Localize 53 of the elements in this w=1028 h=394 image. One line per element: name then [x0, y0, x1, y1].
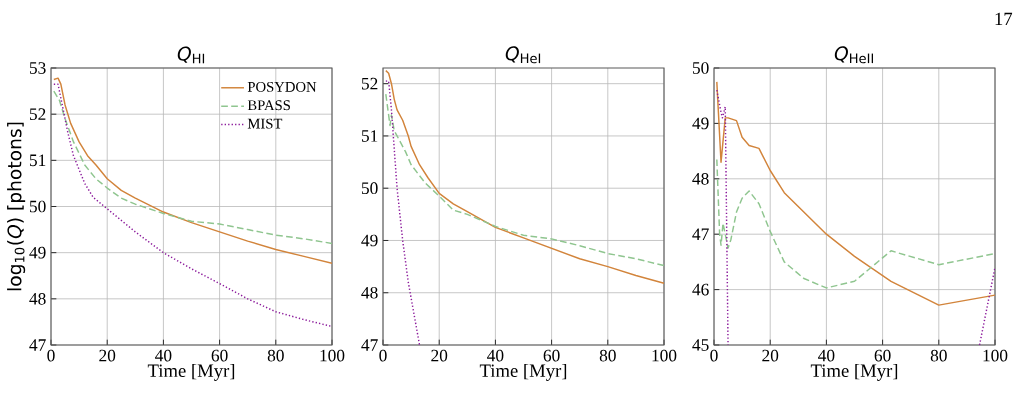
y-tick-label: 49	[29, 246, 46, 259]
chart-title: Q$_{HeI}$	[505, 46, 541, 64]
y-tick-label: 49	[361, 234, 378, 247]
x-axis-title: Time [Myr]	[810, 363, 898, 381]
line-series	[385, 93, 664, 267]
x-tick-label: 40	[818, 349, 835, 362]
y-tick-label: 46	[692, 283, 709, 296]
y-tick-label: 51	[29, 154, 46, 167]
y-tick-label: 49	[692, 117, 709, 130]
y-tick-label: 52	[361, 77, 378, 90]
x-tick-label: 100	[320, 349, 345, 362]
y-tick-label: 52	[29, 108, 46, 120]
line-series	[716, 81, 996, 306]
x-tick-label: 100	[652, 349, 677, 362]
x-tick-label: 40	[487, 349, 504, 362]
y-tick-label: 47	[29, 339, 46, 351]
x-tick-label: 60	[543, 349, 560, 362]
x-tick-label: 20	[762, 349, 779, 362]
line-series	[716, 158, 996, 289]
x-axis-title: Time [Myr]	[147, 363, 235, 381]
x-tick-label: 100	[983, 349, 1008, 362]
text: 17	[995, 12, 1013, 26]
legend-label: BPASS	[247, 100, 290, 111]
x-tick-label: 0	[47, 349, 55, 362]
y-tick-label: 45	[692, 339, 709, 351]
y-tick-label: 50	[361, 182, 378, 195]
x-axis-title: Time [Myr]	[479, 363, 567, 381]
x-tick-label: 60	[211, 349, 228, 362]
x-tick-label: 60	[874, 349, 891, 362]
line-series	[53, 83, 332, 328]
x-tick-label: 20	[431, 349, 448, 362]
y-tick-label: 50	[692, 62, 709, 74]
y-tick-label: 48	[692, 172, 709, 185]
y-tick-label: 47	[361, 339, 378, 351]
y-tick-label: 50	[29, 200, 46, 213]
legend-label: MIST	[247, 118, 283, 129]
x-tick-label: 0	[710, 349, 718, 362]
line-series	[53, 90, 332, 245]
y-axis-title: log$_{10}$(Q) [photons]	[7, 122, 26, 291]
x-tick-label: 80	[599, 349, 616, 362]
y-tick-label: 48	[29, 292, 46, 305]
y-tick-label: 47	[692, 228, 709, 240]
chart-title: Q$_{HeII}$	[834, 46, 874, 64]
x-tick-label: 40	[155, 349, 172, 362]
chart-title: Q$_{HI}$	[177, 46, 205, 64]
x-tick-label: 80	[930, 349, 947, 362]
y-tick-label: 53	[29, 62, 46, 74]
x-tick-label: 80	[267, 349, 284, 362]
x-tick-label: 20	[99, 349, 116, 362]
x-tick-label: 0	[379, 349, 387, 362]
y-tick-label: 48	[361, 286, 378, 299]
y-tick-label: 51	[361, 130, 378, 142]
legend-label: POSYDON	[247, 81, 317, 92]
